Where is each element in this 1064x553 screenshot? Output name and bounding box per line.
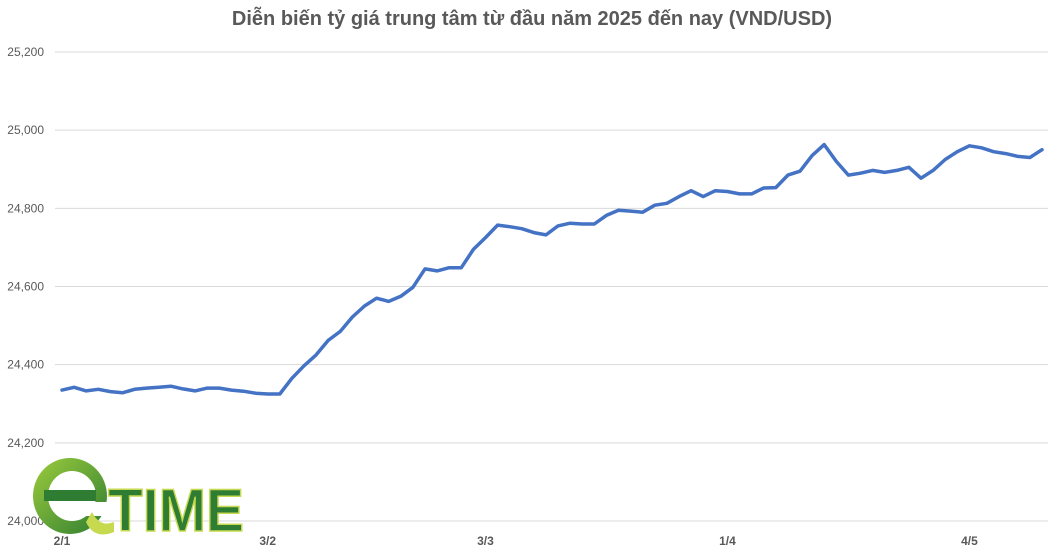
y-axis-ticks: 24,000 24,200 24,400 24,600 24,800 25,000 25,2… xyxy=(7,45,44,528)
y-tick-label: 25,200 xyxy=(7,45,44,59)
series-layer xyxy=(60,142,1044,396)
y-tick-label: 25,000 xyxy=(7,123,44,137)
x-tick-label: 1/4 xyxy=(719,534,736,548)
y-tick-label: 24,400 xyxy=(7,358,44,372)
logo-time-text: TIME xyxy=(107,476,245,540)
y-tick-label: 24,800 xyxy=(7,201,44,215)
x-tick-label: 4/5 xyxy=(961,534,978,548)
logo-e-mark xyxy=(33,458,114,535)
etime-logo: TIME xyxy=(33,458,245,540)
y-tick-label: 24,600 xyxy=(7,280,44,294)
gridlines xyxy=(55,51,1048,522)
svg-text:TIME: TIME xyxy=(108,477,244,540)
series-line xyxy=(60,142,1044,396)
x-axis-ticks: 2/1 3/2 3/3 1/4 4/5 xyxy=(54,534,978,548)
chart-title: Diễn biến tỷ giá trung tâm từ đầu năm 20… xyxy=(231,8,833,30)
y-tick-label: 24,000 xyxy=(7,514,44,528)
y-tick-label: 24,200 xyxy=(7,436,44,450)
x-tick-label: 2/1 xyxy=(54,534,71,548)
x-tick-label: 3/3 xyxy=(477,534,494,548)
x-tick-label: 3/2 xyxy=(259,534,276,548)
